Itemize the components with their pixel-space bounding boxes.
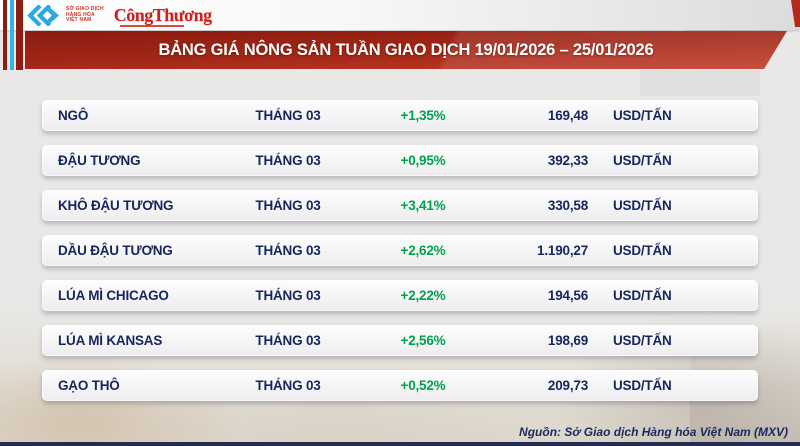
congthuong-wordmark: CôngThương xyxy=(113,5,212,25)
price-unit: USD/TẤN xyxy=(613,333,672,348)
commodity-name: KHÔ ĐẬU TƯƠNG xyxy=(58,198,174,213)
source-credit: Nguồn: Sở Giao dịch Hàng hóa Việt Nam (M… xyxy=(519,425,788,439)
price-unit: USD/TẤN xyxy=(613,108,672,123)
change-percent: +0,95% xyxy=(400,153,446,168)
bottom-navy-bar xyxy=(0,442,800,446)
price-value: 194,56 xyxy=(547,288,588,303)
change-percent: +2,62% xyxy=(400,243,446,258)
left-stripe-red-1 xyxy=(3,0,7,70)
price-unit: USD/TẤN xyxy=(613,153,672,168)
price-unit: USD/TẤN xyxy=(613,198,672,213)
contract-month: THÁNG 03 xyxy=(255,108,321,123)
change-percent: +2,56% xyxy=(400,333,446,348)
price-table: NGÔ THÁNG 03 +1,35% 169,48 USD/TẤN ĐẬU T… xyxy=(42,100,758,415)
page-title: BẢNG GIÁ NÔNG SẢN TUẦN GIAO DỊCH 19/01/2… xyxy=(158,41,654,59)
price-value: 198,69 xyxy=(547,333,588,348)
contract-month: THÁNG 03 xyxy=(255,153,321,168)
change-percent: +1,35% xyxy=(400,108,446,123)
contract-month: THÁNG 03 xyxy=(255,333,321,348)
commodity-name: GẠO THÔ xyxy=(58,378,120,393)
congthuong-logo: CôngThương xyxy=(114,6,212,27)
congthuong-tagline-line xyxy=(119,25,184,27)
table-row: ĐẬU TƯƠNG THÁNG 03 +0,95% 392,33 USD/TẤN xyxy=(42,145,758,176)
contract-month: THÁNG 03 xyxy=(255,243,321,258)
price-unit: USD/TẤN xyxy=(613,243,672,258)
commodity-name: LÚA MÌ KANSAS xyxy=(58,333,163,348)
contract-month: THÁNG 03 xyxy=(255,198,321,213)
table-row: DẦU ĐẬU TƯƠNG THÁNG 03 +2,62% 1.190,27 U… xyxy=(42,235,758,266)
table-row: GẠO THÔ THÁNG 03 +0,52% 209,73 USD/TẤN xyxy=(42,370,758,401)
contract-month: THÁNG 03 xyxy=(255,378,321,393)
left-stripe-red-2 xyxy=(16,0,23,70)
price-value: 169,48 xyxy=(547,108,588,123)
price-value: 1.190,27 xyxy=(537,243,588,258)
table-row: LÚA MÌ CHICAGO THÁNG 03 +2,22% 194,56 US… xyxy=(42,280,758,311)
commodity-name: ĐẬU TƯƠNG xyxy=(58,153,141,168)
title-banner: BẢNG GIÁ NÔNG SẢN TUẦN GIAO DỊCH 19/01/2… xyxy=(25,31,787,69)
commodity-name: LÚA MÌ CHICAGO xyxy=(58,288,169,303)
background-photo-topright-2 xyxy=(640,70,760,96)
change-percent: +2,22% xyxy=(400,288,446,303)
table-row: NGÔ THÁNG 03 +1,35% 169,48 USD/TẤN xyxy=(42,100,758,131)
table-row: KHÔ ĐẬU TƯƠNG THÁNG 03 +3,41% 330,58 USD… xyxy=(42,190,758,221)
commodity-name: NGÔ xyxy=(58,108,89,123)
contract-month: THÁNG 03 xyxy=(255,288,321,303)
price-value: 330,58 xyxy=(547,198,588,213)
mxv-logo-text: SỞ GIAO DỊCH HÀNG HÓA VIỆT NAM xyxy=(66,6,104,24)
change-percent: +3,41% xyxy=(400,198,446,213)
commodity-name: DẦU ĐẬU TƯƠNG xyxy=(58,243,173,258)
price-value: 209,73 xyxy=(547,378,588,393)
left-stripe-cyan xyxy=(10,0,14,70)
price-unit: USD/TẤN xyxy=(613,378,672,393)
change-percent: +0,52% xyxy=(400,378,446,393)
logo-group: SỞ GIAO DỊCH HÀNG HÓA VIỆT NAM CôngThươn… xyxy=(26,3,212,28)
price-value: 392,33 xyxy=(547,153,588,168)
table-row: LÚA MÌ KANSAS THÁNG 03 +2,56% 198,69 USD… xyxy=(42,325,758,356)
mxv-chevrons-icon xyxy=(27,5,59,26)
price-unit: USD/TẤN xyxy=(613,288,672,303)
top-right-red-corner xyxy=(791,0,800,27)
